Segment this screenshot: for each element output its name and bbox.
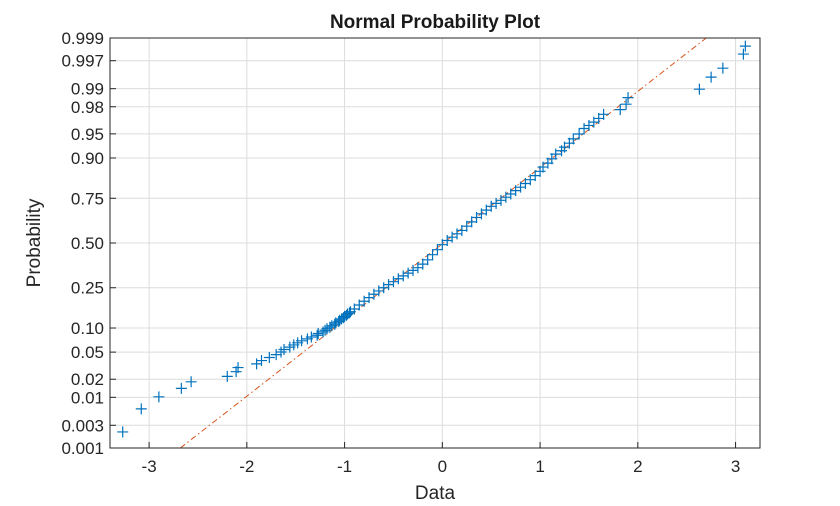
y-tick-label: 0.001 <box>61 439 104 458</box>
data-point <box>717 62 729 74</box>
data-point <box>296 335 308 347</box>
data-point <box>693 83 705 95</box>
x-tick-label: 1 <box>535 457 544 476</box>
data-point <box>324 321 336 333</box>
x-tick-label: -1 <box>337 457 352 476</box>
data-point <box>466 216 478 228</box>
data-point <box>461 220 473 232</box>
data-point <box>175 382 187 394</box>
data-point <box>383 279 395 291</box>
y-tick-label: 0.02 <box>71 370 104 389</box>
reference-line-group <box>180 37 707 449</box>
y-tick-label: 0.003 <box>61 416 104 435</box>
x-tick-label: 0 <box>438 457 447 476</box>
data-point <box>232 362 244 374</box>
y-tick-label: 0.10 <box>71 319 104 338</box>
data-point <box>387 276 399 288</box>
data-point <box>417 258 429 270</box>
data-point <box>185 376 197 388</box>
x-axis: -3 -2 -1 0 1 2 3 <box>142 442 740 476</box>
y-tick-label: 0.90 <box>71 149 104 168</box>
y-axis-label: Probability <box>24 198 45 287</box>
data-point <box>407 264 419 276</box>
data-point <box>620 98 632 110</box>
x-tick-label: 3 <box>731 457 740 476</box>
y-tick-label: 0.99 <box>71 80 104 99</box>
y-tick-label: 0.75 <box>71 189 104 208</box>
data-point <box>135 403 147 415</box>
y-tick-label: 0.997 <box>61 52 104 71</box>
data-point <box>485 200 497 212</box>
data-point <box>622 92 634 104</box>
y-axis: 0.001 0.003 0.010.02 0.05 0.10 0.25 0.50 0.75 0.… <box>61 29 116 458</box>
y-tick-label: 0.05 <box>71 343 104 362</box>
data-point <box>614 104 626 116</box>
data-point <box>422 254 434 266</box>
reference-line <box>180 37 707 449</box>
x-tick-label: 2 <box>633 457 642 476</box>
data-point <box>737 48 749 60</box>
x-tick-label: -2 <box>239 457 254 476</box>
y-tick-label: 0.01 <box>71 388 104 407</box>
data-point <box>342 308 354 320</box>
data-point <box>305 331 317 343</box>
data-point <box>567 133 579 145</box>
data-points <box>117 40 751 438</box>
data-point <box>312 328 324 340</box>
data-point <box>427 249 439 261</box>
y-tick-label: 0.25 <box>71 279 104 298</box>
x-tick-label: -3 <box>142 457 157 476</box>
data-point <box>397 270 409 282</box>
data-point <box>117 426 129 438</box>
data-point <box>263 351 275 363</box>
y-tick-label: 0.999 <box>61 29 104 48</box>
chart-title: Normal Probability Plot <box>330 12 541 33</box>
x-axis-label: Data <box>415 483 456 504</box>
y-tick-label: 0.50 <box>71 234 104 253</box>
data-point <box>311 329 323 341</box>
data-point <box>573 128 585 140</box>
data-point <box>278 344 290 356</box>
data-point <box>705 71 717 83</box>
data-point <box>319 324 331 336</box>
data-point <box>431 244 443 256</box>
data-point <box>270 349 282 361</box>
data-point <box>402 267 414 279</box>
data-point <box>739 40 751 52</box>
data-point <box>490 197 502 209</box>
y-tick-label: 0.95 <box>71 125 104 144</box>
data-point <box>529 170 541 182</box>
data-point <box>275 346 287 358</box>
data-point <box>153 391 165 403</box>
data-point <box>321 323 333 335</box>
data-point <box>256 355 268 367</box>
data-point <box>221 370 233 382</box>
y-tick-label: 0.98 <box>71 98 104 117</box>
data-point <box>598 108 610 120</box>
data-point <box>392 273 404 285</box>
data-point <box>550 148 562 160</box>
